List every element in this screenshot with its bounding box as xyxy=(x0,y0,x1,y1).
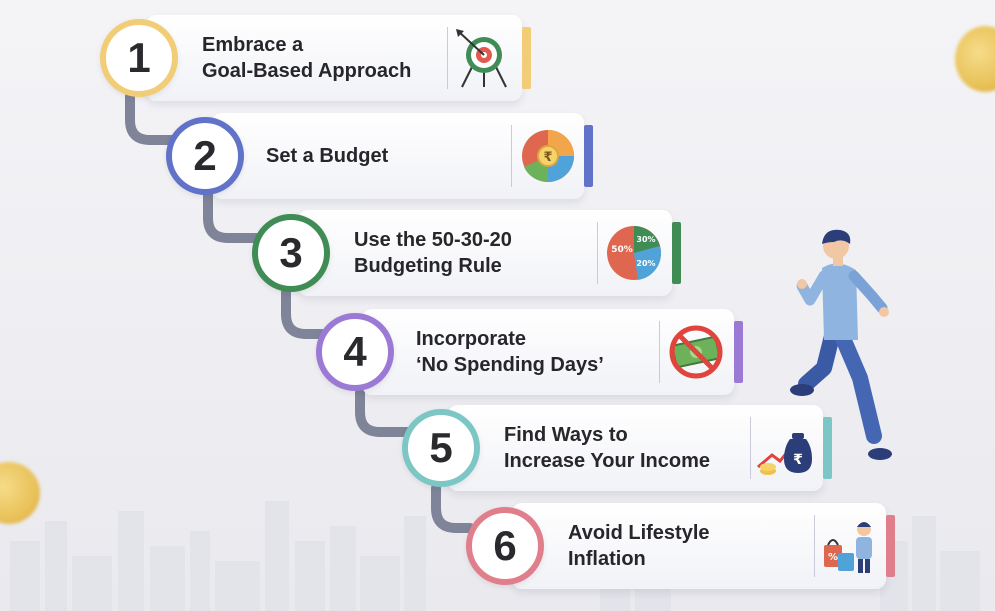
step-5-title: Find Ways to Increase Your Income xyxy=(504,405,710,491)
step-5-card xyxy=(448,405,823,491)
step-2-tab xyxy=(584,125,593,187)
pie-label-30: 30% xyxy=(636,235,655,244)
svg-text:%: % xyxy=(828,552,838,563)
step-4-title: Incorporate ‘No Spending Days’ xyxy=(416,309,604,395)
step-1-title-line2: Goal-Based Approach xyxy=(202,60,412,82)
money-bag-growth-icon: ₹ xyxy=(757,433,812,475)
pie-label-50: 50% xyxy=(611,245,633,255)
step-5: 5 Find Ways to Increase Your Income ₹ xyxy=(402,405,842,491)
step-6-title: Avoid Lifestyle Inflation xyxy=(568,503,710,589)
step-3-tab xyxy=(672,222,681,284)
step-4-title-line1: Incorporate xyxy=(416,328,527,350)
step-3: 3 Use the 50-30-20 Budgeting Rule 50% 30… xyxy=(252,210,692,296)
climbing-person-illustration xyxy=(790,229,892,460)
svg-text:₹: ₹ xyxy=(543,150,552,165)
step-5-title-line1: Find Ways to xyxy=(504,424,628,446)
step-2-divider xyxy=(511,125,512,187)
step-4-number: 4 xyxy=(316,313,394,391)
city-skyline-background xyxy=(10,501,980,611)
target-icon xyxy=(456,29,507,88)
step-1-card xyxy=(146,15,522,101)
step-3-title-line2: Budgeting Rule xyxy=(354,255,502,277)
step-5-divider xyxy=(750,417,751,479)
step-1-divider xyxy=(447,27,448,89)
pie-label-20: 20% xyxy=(636,259,655,268)
connector-4-5 xyxy=(355,387,413,437)
rupee-pie-icon: ₹ xyxy=(522,130,574,183)
step-1-number: 1 xyxy=(100,19,178,97)
step-1-tab xyxy=(522,27,531,89)
step-6-title-line1: Avoid Lifestyle xyxy=(568,522,710,544)
connector-5-6 xyxy=(431,483,475,533)
step-3-number: 3 xyxy=(252,214,330,292)
step-1: 1 Embrace a Goal-Based Approach xyxy=(100,15,532,101)
percent-pie-icon: 50% 30% 20% xyxy=(607,226,662,280)
connector-3-4 xyxy=(281,287,327,339)
step-6-card xyxy=(512,503,886,589)
step-3-title: Use the 50-30-20 Budgeting Rule xyxy=(354,210,512,296)
step-5-tab xyxy=(823,417,832,479)
step-6-title-line2: Inflation xyxy=(568,548,646,570)
step-1-title-line1: Embrace a xyxy=(202,34,304,56)
shopping-person-icon: % xyxy=(824,522,872,573)
step-2-title-line1: Set a Budget xyxy=(266,145,389,167)
step-6: 6 Avoid Lifestyle Inflation % xyxy=(466,503,906,589)
step-6-divider xyxy=(814,515,815,577)
step-6-number: 6 xyxy=(466,507,544,585)
connector-1-2 xyxy=(125,91,177,145)
step-4-tab xyxy=(734,321,743,383)
no-money-icon xyxy=(669,325,723,379)
step-5-number: 5 xyxy=(402,409,480,487)
coin-decoration-right xyxy=(955,26,995,92)
step-3-title-line1: Use the 50-30-20 xyxy=(354,229,512,251)
step-4-title-line2: ‘No Spending Days’ xyxy=(416,354,604,376)
step-6-tab xyxy=(886,515,895,577)
step-1-title: Embrace a Goal-Based Approach xyxy=(202,15,411,101)
step-2-title: Set a Budget xyxy=(266,113,388,199)
step-4: 4 Incorporate ‘No Spending Days’ xyxy=(316,309,756,395)
svg-text:₹: ₹ xyxy=(793,452,803,468)
step-3-divider xyxy=(597,222,598,284)
step-2: 2 Set a Budget ₹ xyxy=(166,113,598,199)
step-4-divider xyxy=(659,321,660,383)
step-5-title-line2: Increase Your Income xyxy=(504,450,711,472)
connector-2-3 xyxy=(203,189,263,243)
step-2-number: 2 xyxy=(166,117,244,195)
